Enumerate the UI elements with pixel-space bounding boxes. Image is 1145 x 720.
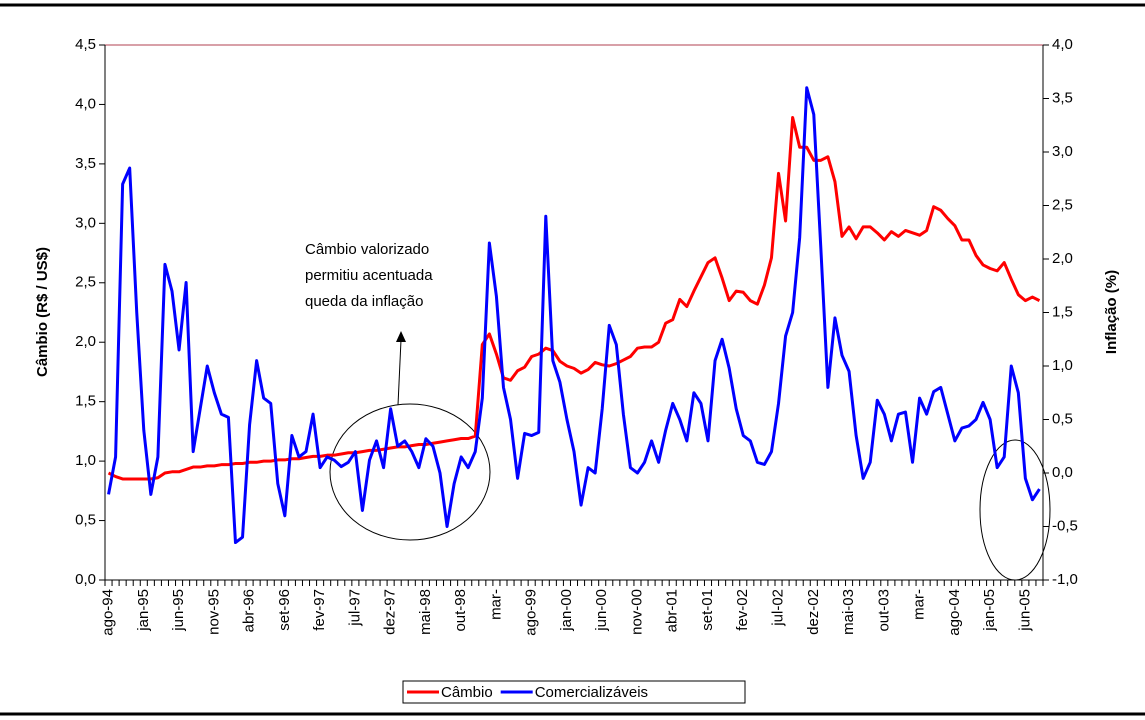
y2-tick-label: 0,5 [1052,410,1073,427]
y2-tick-label: 3,5 [1052,89,1073,106]
highlight-ellipse [329,403,491,541]
x-tick-label: mai-98 [417,589,434,635]
x-tick-label: jul-97 [346,589,363,627]
x-tick-label: dez-02 [805,589,822,635]
legend-label: Câmbio [441,684,493,701]
y2-axis-title: Inflação (%) [1103,270,1120,354]
y-tick-label: 3,5 [75,155,96,172]
x-tick-label: fev-02 [734,589,751,631]
y2-tick-label: 1,5 [1052,303,1073,320]
x-tick-label: abr-01 [664,589,681,632]
arrow-head [396,331,406,342]
y2-tick-label: -1,0 [1052,571,1078,588]
x-tick-label: out-03 [875,589,892,632]
legend [402,680,746,704]
y2-tick-label: -0,5 [1052,517,1078,534]
x-tick-label: jul-02 [769,589,786,627]
x-tick-label: set-01 [699,589,716,631]
y2-tick-label: 2,5 [1052,196,1073,213]
series-line [107,116,1041,481]
x-tick-label: out-98 [452,589,469,632]
x-tick-label: jun-00 [593,589,610,632]
annotation: permitiu acentuada [305,267,433,284]
y2-tick-label: 3,0 [1052,143,1073,160]
y-tick-label: 1,5 [75,393,96,410]
y2-tick-label: 0,0 [1052,464,1073,481]
legend-label: Comercializáveis [535,684,648,701]
y-tick-label: 2,0 [75,333,96,350]
x-tick-label: jan-95 [135,589,152,632]
y-tick-label: 3,0 [75,214,96,231]
x-tick-label: ago-04 [946,589,963,636]
y-tick-label: 4,0 [75,95,96,112]
x-tick-label: abr-96 [241,589,258,632]
x-tick-label: nov-00 [628,589,645,635]
annotation-arrow [397,339,402,406]
y-axis-title: Câmbio (R$ / US$) [34,247,51,377]
x-tick-label: jun-05 [1016,589,1033,632]
y2-tick-label: 4,0 [1052,36,1073,53]
y-tick-label: 0,5 [75,512,96,529]
x-tick-label: jun-95 [170,589,187,632]
y-tick-label: 2,5 [75,274,96,291]
x-tick-label: mar- [911,589,928,620]
annotation: Câmbio valorizado [305,241,429,258]
x-tick-label: set-96 [276,589,293,631]
x-tick-label: jan-00 [558,589,575,632]
y-tick-label: 0,0 [75,571,96,588]
x-tick-label: mar- [487,589,504,620]
x-tick-label: dez-97 [382,589,399,635]
x-tick-label: jan-05 [981,589,998,632]
x-tick-label: mai-03 [840,589,857,635]
x-tick-label: ago-99 [523,589,540,636]
annotation: queda da inflação [305,293,423,310]
x-tick-label: ago-94 [99,589,116,636]
y-tick-label: 1,0 [75,452,96,469]
x-tick-label: fev-97 [311,589,328,631]
y-tick-label: 4,5 [75,36,96,53]
y2-tick-label: 1,0 [1052,357,1073,374]
y2-tick-label: 2,0 [1052,250,1073,267]
x-tick-label: nov-95 [205,589,222,635]
series-line [107,86,1041,545]
highlight-ellipse [979,439,1051,581]
